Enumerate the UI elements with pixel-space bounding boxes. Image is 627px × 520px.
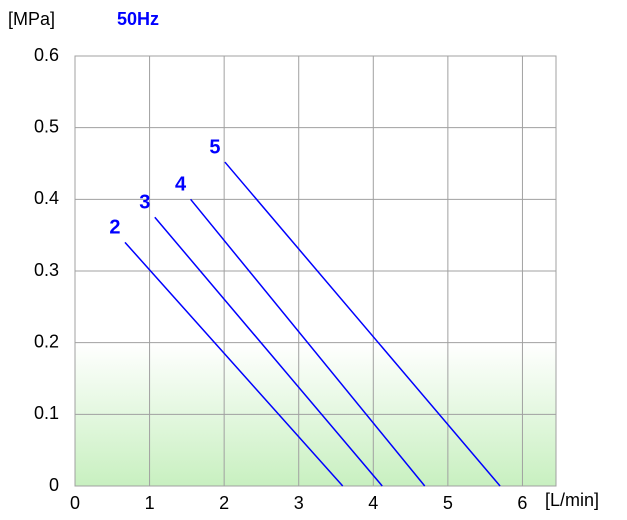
x-tick-label: 6 — [517, 493, 527, 513]
x-tick-label: 5 — [443, 493, 453, 513]
y-axis-label: [MPa] — [8, 9, 55, 29]
chart-title: 50Hz — [117, 9, 159, 29]
y-tick-label: 0.3 — [34, 260, 59, 280]
x-tick-label: 2 — [219, 493, 229, 513]
series-line — [124, 241, 344, 487]
y-tick-label: 0.6 — [34, 45, 59, 65]
series-label: 2 — [109, 217, 120, 239]
series-line — [154, 216, 383, 487]
y-tick-label: 0.4 — [34, 188, 59, 208]
x-tick-label: 0 — [70, 493, 80, 513]
x-axis-label: [L/min] — [545, 490, 599, 510]
x-tick-label: 3 — [294, 493, 304, 513]
x-tick-label: 4 — [368, 493, 378, 513]
y-tick-label: 0 — [49, 475, 59, 495]
series-label: 4 — [175, 174, 187, 196]
series-line — [224, 161, 501, 487]
y-tick-label: 0.2 — [34, 331, 59, 351]
y-tick-label: 0.1 — [34, 403, 59, 423]
y-tick-label: 0.5 — [34, 116, 59, 136]
series-line — [190, 198, 426, 487]
x-tick-label: 1 — [145, 493, 155, 513]
series-label: 5 — [209, 136, 220, 158]
plot-border — [74, 55, 557, 487]
series-label: 3 — [139, 192, 150, 214]
